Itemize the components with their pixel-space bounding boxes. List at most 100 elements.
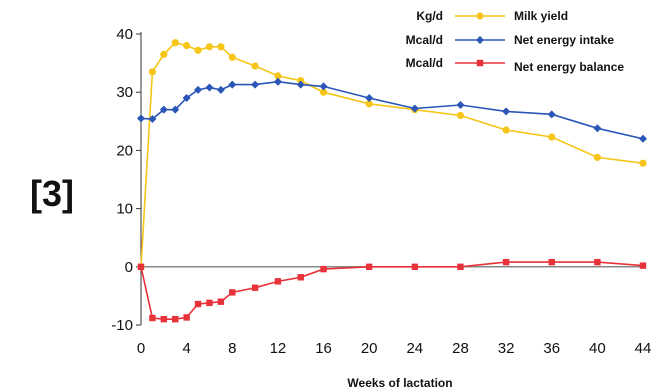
data-point xyxy=(171,105,180,114)
legend-label: Milk yield xyxy=(514,9,568,23)
series-line xyxy=(140,80,644,140)
x-tick-label: 0 xyxy=(137,340,145,357)
data-point xyxy=(217,298,225,305)
y-tick-label: 30 xyxy=(116,84,133,101)
data-point xyxy=(476,36,484,44)
y-tick-label: -10 xyxy=(111,317,133,334)
data-point xyxy=(593,124,602,133)
legend-entry: Mcal/d Net energy intake xyxy=(406,33,615,47)
data-point xyxy=(502,258,510,266)
x-tick-label: 28 xyxy=(452,340,469,357)
series-net-energy-intake xyxy=(137,77,647,143)
legend-unit: Mcal/d xyxy=(406,56,443,70)
x-tick-label: 12 xyxy=(270,340,287,357)
legend-label: Net energy balance xyxy=(514,60,624,74)
data-point xyxy=(148,114,157,123)
y-tick-label: 20 xyxy=(116,142,133,159)
y-tick-label: 0 xyxy=(125,259,133,276)
data-point xyxy=(502,126,510,134)
panel-label: [3] xyxy=(30,173,74,214)
data-point xyxy=(548,133,556,141)
data-point xyxy=(296,80,305,89)
series-net-energy-balance xyxy=(137,258,647,323)
x-tick-label: 40 xyxy=(589,340,606,357)
data-point xyxy=(476,12,484,20)
data-point xyxy=(182,94,191,103)
data-point xyxy=(205,43,214,51)
data-point xyxy=(365,263,373,270)
data-point xyxy=(205,83,214,92)
data-point xyxy=(160,315,168,323)
y-tick-label: 40 xyxy=(116,26,133,43)
legend-label: Net energy intake xyxy=(514,33,614,47)
data-point xyxy=(320,265,327,273)
series-layer xyxy=(137,39,647,323)
data-point xyxy=(319,88,328,96)
legend-entry: Mcal/d Net energy balance xyxy=(406,56,625,74)
data-point xyxy=(229,289,236,296)
data-point xyxy=(273,77,282,86)
data-point xyxy=(228,80,237,89)
data-point xyxy=(159,105,168,114)
data-point xyxy=(216,85,225,94)
data-point xyxy=(160,50,168,58)
series-line xyxy=(140,41,644,267)
data-point xyxy=(365,94,374,103)
data-point xyxy=(149,314,156,322)
data-point xyxy=(319,82,328,91)
data-point xyxy=(502,107,511,116)
data-point xyxy=(548,258,555,266)
data-point xyxy=(194,46,202,54)
data-point xyxy=(171,39,179,47)
data-point xyxy=(274,72,282,80)
data-point xyxy=(456,111,465,120)
data-point xyxy=(365,100,373,108)
legend-unit: Kg/d xyxy=(416,9,443,23)
data-point xyxy=(148,68,157,76)
data-point xyxy=(206,299,213,307)
x-tick-label: 44 xyxy=(635,340,652,357)
data-point xyxy=(410,104,419,113)
data-point xyxy=(172,315,179,323)
data-point xyxy=(194,85,203,94)
x-axis-label: Weeks of lactation xyxy=(347,376,452,390)
data-point xyxy=(639,262,647,269)
data-point xyxy=(476,59,484,67)
data-point xyxy=(251,284,259,291)
x-tick-label: 4 xyxy=(182,340,190,357)
data-point xyxy=(639,159,647,167)
legend-entry: Kg/d Milk yield xyxy=(416,9,568,23)
x-tick-label: 16 xyxy=(315,340,332,357)
x-tick-label: 20 xyxy=(361,340,378,357)
data-point xyxy=(411,263,419,270)
data-point xyxy=(217,43,225,51)
data-point xyxy=(183,42,191,50)
x-tick-label: 8 xyxy=(228,340,236,357)
data-point xyxy=(251,80,260,89)
data-point xyxy=(594,258,601,266)
data-point xyxy=(228,53,236,61)
data-point xyxy=(183,314,190,321)
data-point xyxy=(194,300,202,308)
y-tick-label: 10 xyxy=(116,201,133,218)
data-point xyxy=(137,263,145,270)
data-point xyxy=(251,62,259,70)
data-point xyxy=(297,76,305,85)
x-tick-label: 24 xyxy=(406,340,423,357)
data-point xyxy=(137,114,145,123)
data-point xyxy=(274,278,282,285)
series-milk-yield xyxy=(137,39,647,271)
data-point xyxy=(297,274,304,281)
data-point xyxy=(639,134,647,143)
series-line xyxy=(140,261,644,320)
data-point xyxy=(456,101,465,110)
data-point xyxy=(547,110,556,119)
legend-unit: Mcal/d xyxy=(406,33,443,47)
data-point xyxy=(457,263,464,270)
x-tick-label: 32 xyxy=(498,340,515,357)
data-point xyxy=(593,153,601,161)
x-tick-label: 36 xyxy=(543,340,560,357)
